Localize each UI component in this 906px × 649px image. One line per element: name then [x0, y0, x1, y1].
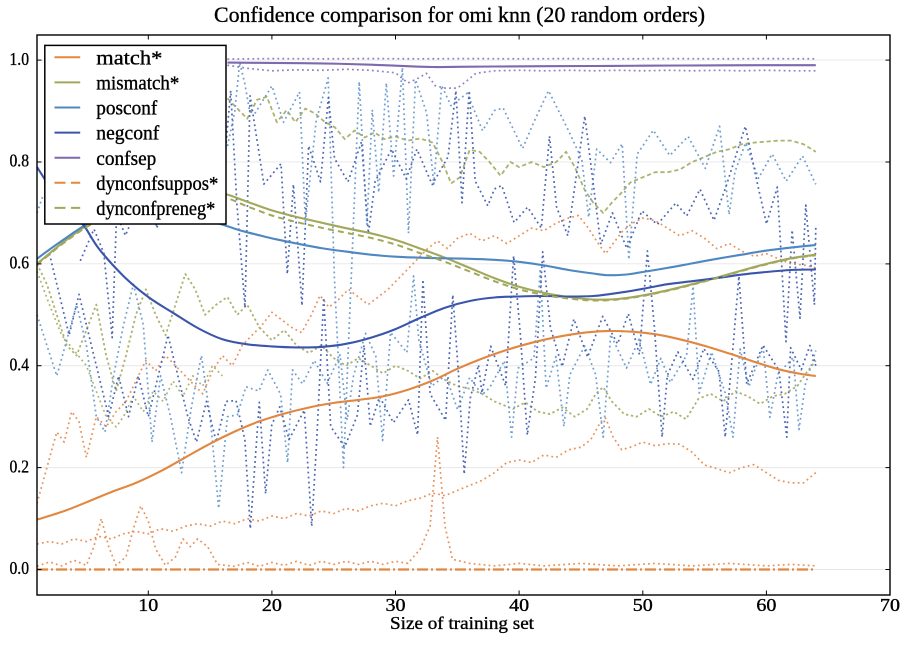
svg-text:70: 70	[880, 595, 900, 615]
svg-text:1.0: 1.0	[10, 49, 30, 69]
svg-text:dynconfsuppos*: dynconfsuppos*	[96, 173, 218, 195]
svg-text:negconf: negconf	[96, 123, 159, 145]
svg-text:0.0: 0.0	[10, 558, 30, 578]
svg-text:confsep: confsep	[96, 148, 156, 170]
svg-text:Confidence comparison for omi: Confidence comparison for omi knn (20 ra…	[214, 2, 705, 27]
svg-text:60: 60	[756, 595, 776, 615]
svg-text:posconf: posconf	[96, 98, 157, 120]
svg-text:40: 40	[509, 595, 529, 615]
svg-text:Size of training set: Size of training set	[390, 613, 534, 633]
svg-text:0.4: 0.4	[10, 354, 30, 374]
svg-text:10: 10	[138, 595, 158, 615]
svg-text:mismatch*: mismatch*	[96, 73, 179, 95]
svg-text:0.8: 0.8	[10, 151, 30, 171]
svg-text:0.6: 0.6	[10, 253, 30, 273]
svg-text:match*: match*	[96, 47, 162, 69]
svg-text:30: 30	[386, 595, 406, 615]
svg-text:dynconfpreneg*: dynconfpreneg*	[96, 198, 215, 220]
svg-text:20: 20	[262, 595, 282, 615]
svg-text:50: 50	[633, 595, 653, 615]
svg-text:0.2: 0.2	[10, 456, 30, 476]
